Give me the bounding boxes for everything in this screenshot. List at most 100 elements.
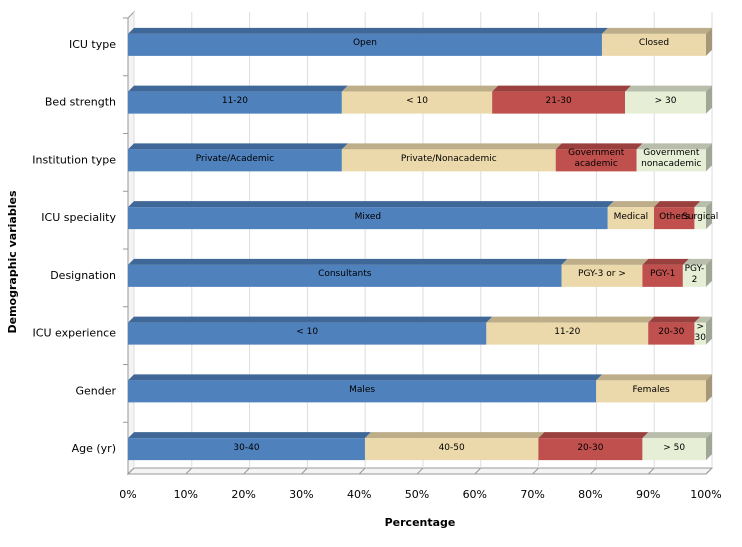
- bar-segment: [538, 438, 643, 461]
- segment-label: Males: [349, 384, 376, 395]
- segment-label: PGY-3 or >: [578, 269, 626, 280]
- segment-label: 40-50: [438, 442, 465, 453]
- bar-top: [682, 258, 712, 265]
- bar-top: [128, 201, 614, 208]
- bar-top: [128, 27, 608, 34]
- bar-top: [538, 432, 649, 439]
- bar-segment: [128, 264, 562, 287]
- segment-label: Mixed: [354, 211, 382, 222]
- bar-segment: [492, 91, 626, 114]
- x-tick-label: 0%: [119, 488, 136, 501]
- segment-label: Government academic: [568, 148, 625, 170]
- bar-segment: [128, 91, 342, 114]
- y-tick-label: Designation: [50, 269, 116, 282]
- x-tick-label: 40%: [347, 488, 371, 501]
- bar-segment: [636, 149, 706, 172]
- segment-label: Others: [659, 211, 690, 222]
- y-tick-label: Bed strength: [45, 96, 116, 109]
- x-tick: [532, 467, 539, 475]
- x-tick: [243, 467, 250, 475]
- bar-segment: [341, 91, 493, 114]
- x-tick: [358, 467, 366, 475]
- x-tick: [647, 467, 655, 475]
- bar-top: [128, 432, 371, 439]
- y-axis-title: Demographic variables: [6, 190, 19, 333]
- segment-label: 11-20: [554, 327, 581, 338]
- bar-end: [706, 85, 712, 114]
- bar-end: [706, 432, 712, 461]
- x-tick-label: 10%: [174, 488, 198, 501]
- bar-top: [636, 143, 712, 150]
- segment-label: Females: [632, 384, 670, 395]
- x-tick: [185, 467, 193, 475]
- bar-end: [706, 374, 712, 403]
- bar-segment: [128, 380, 597, 403]
- segment-label: Government nonacademic: [641, 148, 702, 170]
- bar-end: [706, 27, 712, 56]
- bar-top: [625, 85, 712, 92]
- bar-top: [642, 258, 689, 265]
- back-wall: [127, 10, 135, 476]
- x-tick-label: 50%: [405, 488, 429, 501]
- bar-top: [128, 143, 348, 150]
- x-tick: [474, 467, 482, 475]
- y-tick-label: ICU experience: [33, 327, 117, 340]
- bar-segment: [694, 207, 706, 230]
- bar-top: [694, 316, 712, 323]
- y-tick-label: Age (yr): [72, 442, 116, 455]
- bar-top: [648, 316, 701, 323]
- segment-label: < 10: [406, 96, 428, 107]
- bar-segment: [128, 33, 602, 56]
- x-tick-label: 60%: [463, 488, 487, 501]
- bar-top: [694, 201, 712, 208]
- bar-top: [607, 201, 660, 208]
- segment-label: Surgical: [682, 211, 719, 222]
- x-tick-label: 20%: [231, 488, 255, 501]
- segment-label: > 30: [694, 321, 706, 343]
- segment-label: Private/Nonacademic: [400, 153, 497, 164]
- x-tick: [416, 467, 424, 475]
- bar-top: [486, 316, 655, 323]
- y-tick-label: Gender: [75, 384, 116, 397]
- bar-top: [653, 201, 701, 208]
- bar-end: [706, 316, 712, 345]
- bar-end: [706, 201, 712, 230]
- x-axis-title: Percentage: [385, 516, 456, 529]
- bar-top: [555, 143, 643, 150]
- segment-label: > 30: [654, 96, 677, 107]
- segment-label: 21-30: [545, 96, 572, 107]
- bar-top: [128, 258, 568, 265]
- bar-segment: [607, 207, 654, 230]
- bar-top: [601, 27, 712, 34]
- bar-segment: [596, 380, 706, 403]
- bar-segment: [648, 322, 695, 345]
- bar-segment: [555, 149, 637, 172]
- segment-label: Medical: [613, 211, 649, 222]
- segment-label: 20-30: [658, 327, 685, 338]
- segment-label: > 50: [663, 442, 686, 453]
- bar-segment: [642, 438, 706, 461]
- bar-segment: [642, 264, 683, 287]
- segment-label: PGY-1: [649, 269, 676, 280]
- x-tick-label: 100%: [690, 488, 721, 501]
- bar-top: [341, 85, 499, 92]
- bar-end: [706, 258, 712, 287]
- segment-label: Consultants: [318, 269, 372, 280]
- x-tick: [590, 467, 597, 475]
- bar-segment: [682, 264, 706, 287]
- bar-top: [596, 374, 712, 381]
- bar-segment: [128, 207, 608, 230]
- segment-label: 20-30: [577, 442, 604, 453]
- segment-label: 30-40: [233, 442, 260, 453]
- y-tick-label: ICU type: [69, 38, 116, 51]
- bar-top: [364, 432, 545, 439]
- x-tick-label: 80%: [578, 488, 602, 501]
- x-tick: [127, 467, 135, 475]
- bar-segment: [364, 438, 539, 461]
- x-tick-label: 90%: [636, 488, 660, 501]
- bar-segment: [341, 149, 556, 172]
- bar-top: [128, 316, 493, 323]
- bar-top: [128, 85, 348, 92]
